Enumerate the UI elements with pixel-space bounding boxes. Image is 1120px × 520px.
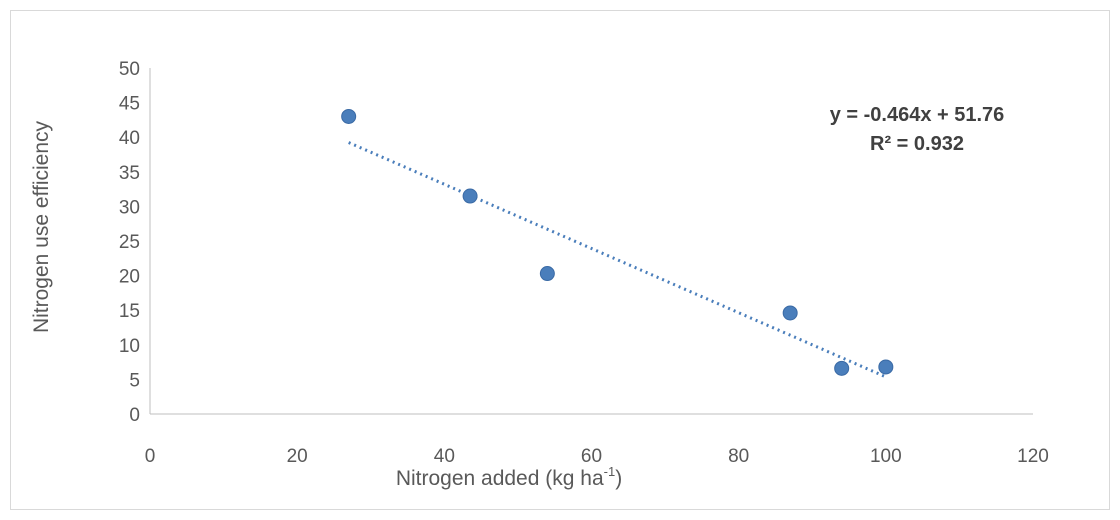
y-tick-label: 45 [119, 94, 140, 115]
data-point [834, 360, 850, 376]
y-tick-label: 50 [119, 59, 140, 80]
trendline-r-squared: R² = 0.932 [870, 133, 964, 155]
x-axis-label: Nitrogen added (kg ha-1) [396, 464, 622, 490]
y-tick-labels: 0 5 10 15 20 25 30 35 40 45 50 [119, 59, 140, 426]
y-tick-label: 25 [119, 232, 140, 253]
x-tick-label: 100 [870, 446, 902, 467]
data-point [878, 359, 894, 375]
axes [149, 68, 1033, 415]
data-points [341, 108, 894, 376]
y-axis-label: Nitrogen use efficiency [30, 120, 53, 333]
data-point [462, 188, 478, 204]
y-tick-label: 5 [129, 370, 140, 391]
trendline-group [348, 141, 887, 379]
trendline [348, 141, 887, 379]
x-tick-label: 60 [581, 446, 602, 467]
data-point [341, 108, 357, 124]
data-point [782, 305, 798, 321]
x-tick-label: 40 [434, 446, 455, 467]
y-tick-label: 35 [119, 163, 140, 184]
x-axis-label-superscript: -1 [604, 464, 616, 479]
x-tick-label: 120 [1017, 446, 1049, 467]
y-tick-label: 0 [129, 405, 140, 426]
y-tick-label: 10 [119, 336, 140, 357]
x-tick-labels: 0 20 40 60 80 100 120 [145, 446, 1049, 467]
scatter-chart: 0 5 10 15 20 25 30 35 40 45 50 0 20 40 60 80 100 120 Nit… [30, 59, 1049, 490]
y-tick-label: 40 [119, 128, 140, 149]
y-tick-label: 20 [119, 267, 140, 288]
trendline-equation: y = -0.464x + 51.76 [830, 104, 1005, 126]
x-tick-label: 20 [287, 446, 308, 467]
y-tick-label: 15 [119, 301, 140, 322]
y-tick-label: 30 [119, 197, 140, 218]
x-tick-label: 0 [145, 446, 156, 467]
x-axis-label-close: ) [615, 467, 622, 490]
data-point [539, 266, 555, 282]
x-tick-label: 80 [728, 446, 749, 467]
chart-area: 0 5 10 15 20 25 30 35 40 45 50 0 20 40 60 80 100 120 Nit… [10, 10, 1110, 510]
x-axis-label-main: Nitrogen added (kg ha [396, 467, 604, 490]
